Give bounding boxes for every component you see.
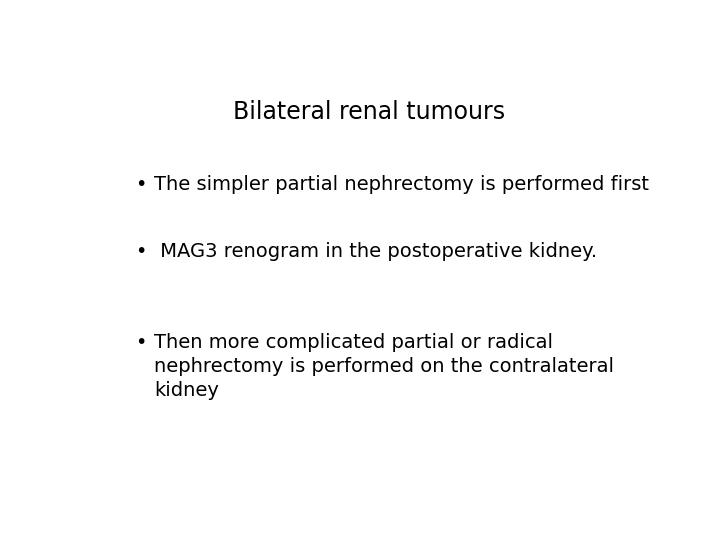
Text: MAG3 renogram in the postoperative kidney.: MAG3 renogram in the postoperative kidne… [154,241,598,260]
Text: •: • [135,175,146,194]
Text: The simpler partial nephrectomy is performed first: The simpler partial nephrectomy is perfo… [154,175,649,194]
Text: •: • [135,333,146,352]
Text: Bilateral renal tumours: Bilateral renal tumours [233,100,505,124]
Text: Then more complicated partial or radical
nephrectomy is performed on the contral: Then more complicated partial or radical… [154,333,614,401]
Text: •: • [135,241,146,260]
